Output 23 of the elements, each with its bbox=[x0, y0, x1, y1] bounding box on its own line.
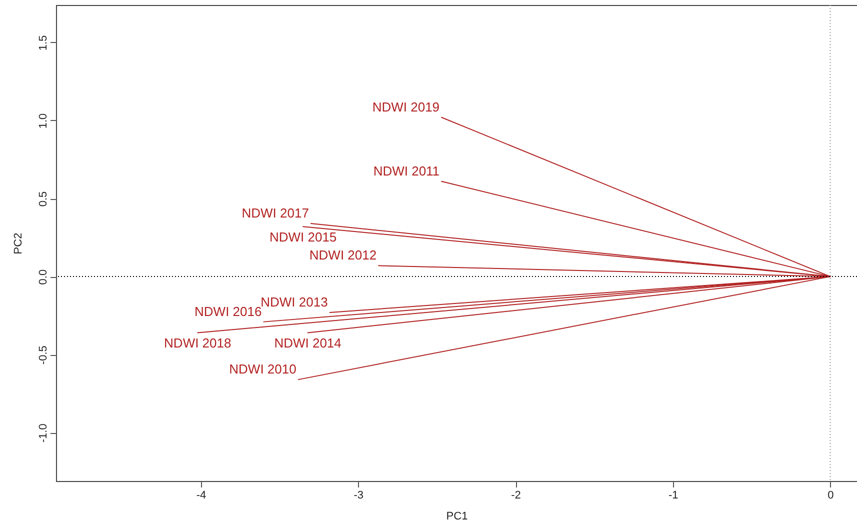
y-tick-label: -1.0 bbox=[38, 424, 50, 443]
y-tick-label: 1.5 bbox=[38, 35, 50, 51]
y-tick-label: 1.0 bbox=[38, 113, 50, 129]
series-label: NDWI 2016 bbox=[194, 304, 262, 319]
series-label: NDWI 2012 bbox=[309, 248, 377, 263]
series-label: NDWI 2014 bbox=[274, 336, 342, 351]
x-tick-label: 0 bbox=[828, 490, 834, 502]
y-tick-label: -0.5 bbox=[38, 346, 50, 365]
y-tick-label: 0.0 bbox=[38, 269, 50, 285]
x-tick-label: -4 bbox=[196, 490, 206, 502]
series-label: NDWI 2011 bbox=[373, 163, 440, 178]
series-label: NDWI 2017 bbox=[242, 205, 309, 220]
series-label: NDWI 2019 bbox=[372, 99, 440, 114]
series-label: NDWI 2010 bbox=[229, 362, 296, 377]
y-tick-label: 0.5 bbox=[38, 191, 50, 207]
series-label: NDWI 2015 bbox=[269, 230, 337, 245]
x-tick-label: -1 bbox=[668, 490, 678, 502]
series-label: NDWI 2018 bbox=[164, 336, 232, 351]
x-axis-title: PC1 bbox=[446, 510, 468, 522]
x-tick-label: -3 bbox=[354, 490, 364, 502]
x-tick-label: -2 bbox=[511, 490, 521, 502]
series-label: NDWI 2013 bbox=[260, 294, 328, 310]
y-axis-title: PC2 bbox=[12, 232, 24, 254]
